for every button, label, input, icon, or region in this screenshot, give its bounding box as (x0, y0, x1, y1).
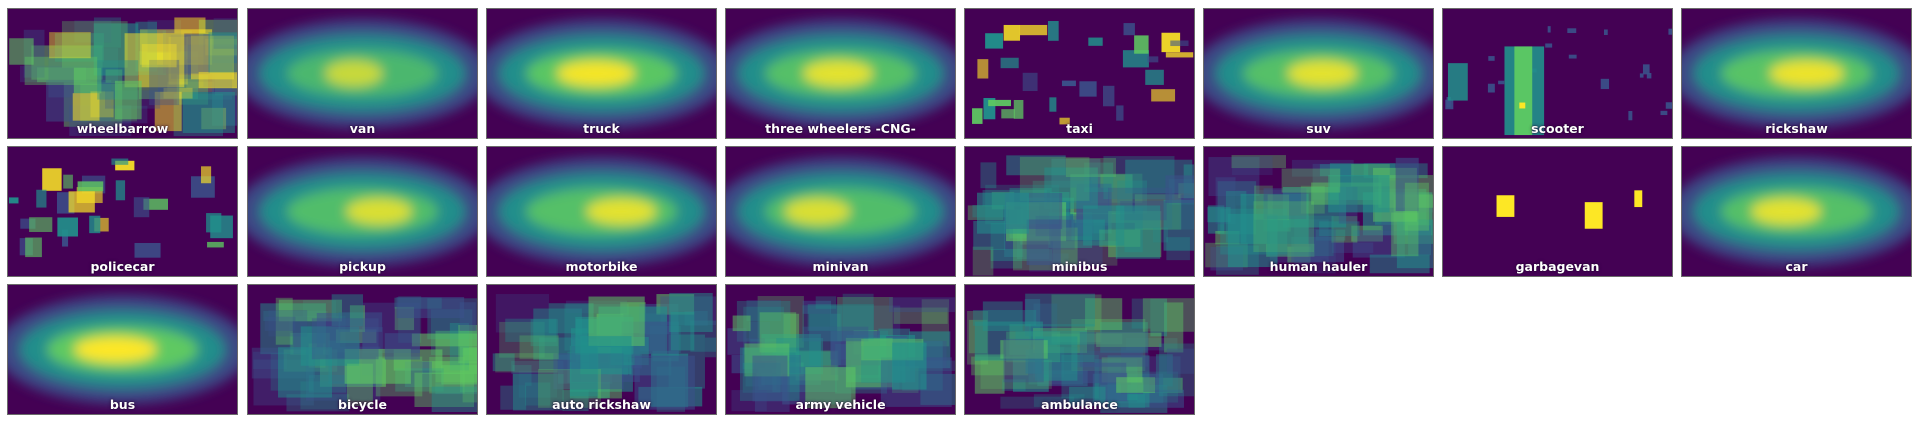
tile-label: auto rickshaw (552, 397, 651, 412)
heatmap-tile: auto rickshaw (486, 284, 717, 415)
tile-label: policecar (90, 259, 155, 274)
tile-label: truck (583, 121, 620, 136)
heatmap-image (1682, 9, 1911, 138)
heatmap-tile: taxi (964, 8, 1195, 139)
heatmap-image (726, 285, 955, 414)
tile-label: rickshaw (1765, 121, 1828, 136)
heatmap-image (1204, 147, 1433, 276)
tile-label: taxi (1066, 121, 1093, 136)
tile-label: minibus (1051, 259, 1108, 274)
heatmap-tile: three wheelers -CNG- (725, 8, 956, 139)
tile-label: bicycle (338, 397, 387, 412)
tile-label: bus (109, 397, 136, 412)
heatmap-image (1443, 9, 1672, 138)
tile-label: garbagevan (1515, 259, 1600, 274)
tile-label: human hauler (1269, 259, 1368, 274)
heatmap-image (965, 147, 1194, 276)
heatmap-tile: minivan (725, 146, 956, 277)
heatmap-image (248, 285, 477, 414)
tile-label: minivan (812, 259, 869, 274)
tile-label: three wheelers -CNG- (765, 121, 916, 136)
heatmap-tile: garbagevan (1442, 146, 1673, 277)
heatmap-image (8, 285, 237, 414)
heatmap-tile: bicycle (247, 284, 478, 415)
heatmap-image (487, 9, 716, 138)
heatmap-image (8, 9, 237, 138)
heatmap-image (487, 285, 716, 414)
heatmap-image (726, 147, 955, 276)
tile-label: car (1785, 259, 1808, 274)
heatmap-tile: van (247, 8, 478, 139)
heatmap-tile: bus (7, 284, 238, 415)
heatmap-image (726, 9, 955, 138)
tile-label: suv (1306, 121, 1331, 136)
tile-label: wheelbarrow (76, 121, 169, 136)
heatmap-image (965, 9, 1194, 138)
heatmap-image (248, 9, 477, 138)
heatmap-image (248, 147, 477, 276)
tile-label: scooter (1531, 121, 1584, 136)
heatmap-tile: wheelbarrow (7, 8, 238, 139)
heatmap-tile: rickshaw (1681, 8, 1912, 139)
tile-label: van (349, 121, 376, 136)
heatmap-tile: car (1681, 146, 1912, 277)
tile-label: motorbike (565, 259, 638, 274)
heatmap-tile: ambulance (964, 284, 1195, 415)
heatmap-image (1682, 147, 1911, 276)
tile-label: ambulance (1041, 397, 1118, 412)
heatmap-image (1443, 147, 1672, 276)
heatmap-image (965, 285, 1194, 414)
heatmap-tile: motorbike (486, 146, 717, 277)
heatmap-tile: suv (1203, 8, 1434, 139)
heatmap-image (8, 147, 237, 276)
tile-label: army vehicle (795, 397, 886, 412)
heatmap-image (487, 147, 716, 276)
heatmap-tile: army vehicle (725, 284, 956, 415)
heatmap-tile: scooter (1442, 8, 1673, 139)
heatmap-tile: truck (486, 8, 717, 139)
heatmap-tile: minibus (964, 146, 1195, 277)
heatmap-tile: human hauler (1203, 146, 1434, 277)
heatmap-tile: pickup (247, 146, 478, 277)
heatmap-tile: policecar (7, 146, 238, 277)
tile-label: pickup (339, 259, 386, 274)
heatmap-image (1204, 9, 1433, 138)
